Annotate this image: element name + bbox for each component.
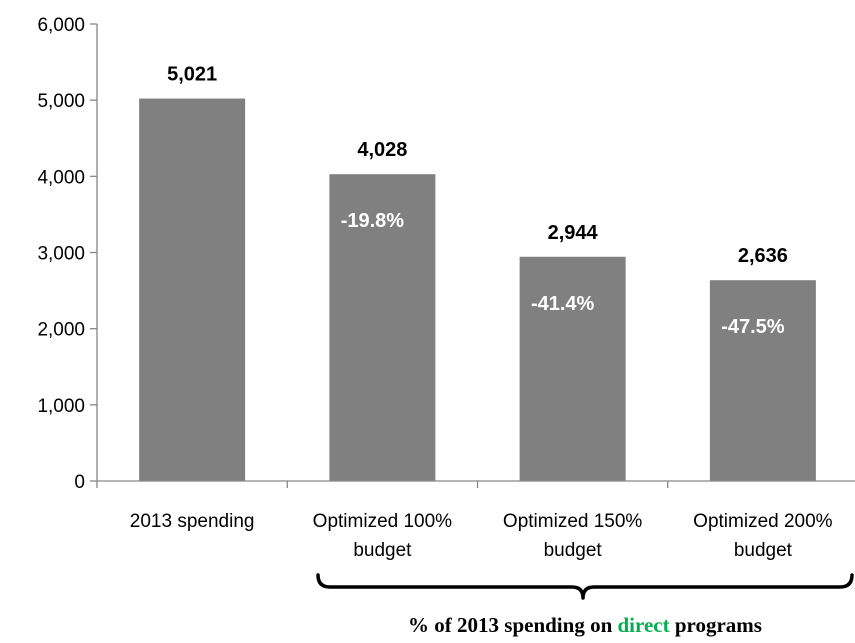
- bar-value-label: 2,944: [548, 222, 599, 244]
- y-tick-label: 3,000: [37, 244, 85, 265]
- bar-percent-label: -19.8%: [341, 210, 405, 232]
- bar-percent-label: -41.4%: [531, 293, 595, 315]
- bar: [709, 280, 816, 481]
- bar-value-label: 2,636: [738, 245, 788, 267]
- y-tick-label: 0: [74, 472, 85, 493]
- curly-bracket: [316, 573, 854, 600]
- x-category-label: budget: [734, 540, 793, 561]
- bracket: [316, 573, 854, 600]
- y-tick-label: 2,000: [37, 320, 85, 341]
- y-tick-label: 1,000: [37, 396, 85, 417]
- bar: [329, 174, 436, 481]
- x-category-label: Optimized 100%: [313, 511, 453, 532]
- bar-percent-label: -47.5%: [721, 316, 785, 338]
- bar: [519, 256, 626, 481]
- bar-value-label: 5,021: [167, 64, 217, 86]
- x-category-label: Optimized 200%: [693, 511, 833, 532]
- x-category-label: 2013 spending: [130, 511, 255, 532]
- y-tick-label: 6,000: [37, 15, 85, 36]
- x-category-label: budget: [544, 540, 603, 561]
- x-category-label: budget: [353, 540, 412, 561]
- caption-suffix: programs: [670, 613, 762, 637]
- bar: [139, 98, 246, 481]
- bar-value-label: 4,028: [357, 139, 407, 161]
- x-category-label: Optimized 150%: [503, 511, 643, 532]
- x-axis: 2013 spending Optimized 100% budget Optimiz…: [96, 480, 855, 561]
- y-tick-label: 4,000: [37, 167, 85, 188]
- y-tick-label: 5,000: [37, 91, 85, 112]
- bars: 5,021 4,028 -19.8% 2,944 -41.4% 2,636 -47.5%: [139, 64, 816, 481]
- caption-highlight: direct: [618, 613, 670, 637]
- y-axis: 0 1,000 2,000 3,000 4,000 5,000 6,000: [37, 15, 98, 493]
- caption-prefix: % of 2013 spending on: [408, 613, 617, 637]
- bracket-caption: % of 2013 spending on direct programs: [408, 613, 762, 637]
